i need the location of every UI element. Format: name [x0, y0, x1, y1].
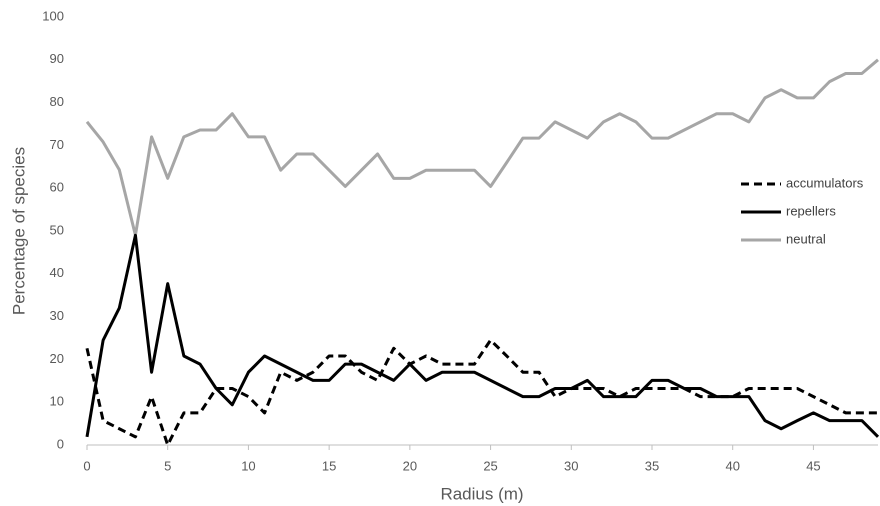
x-tick-label: 15: [322, 458, 336, 473]
x-tick-label: 45: [806, 458, 820, 473]
legend-label: accumulators: [786, 175, 864, 190]
x-tick-label: 20: [403, 458, 417, 473]
y-tick-label: 70: [50, 137, 64, 152]
x-tick-label: 5: [164, 458, 171, 473]
series-line: [85, 338, 878, 447]
y-tick-label: 100: [42, 8, 64, 23]
x-tick-label: 10: [241, 458, 255, 473]
y-tick-label: 60: [50, 180, 64, 195]
y-tick-label: 0: [57, 436, 64, 451]
y-tick-label: 10: [50, 394, 64, 409]
y-tick-label: 80: [50, 94, 64, 109]
y-tick-label: 20: [50, 351, 64, 366]
y-tick-label: 30: [50, 308, 64, 323]
y-tick-label: 90: [50, 51, 64, 66]
x-tick-label: 40: [725, 458, 739, 473]
legend-label: neutral: [786, 231, 826, 246]
x-axis-title: Radius (m): [440, 484, 523, 503]
y-tick-label: 50: [50, 222, 64, 237]
x-tick-label: 0: [83, 458, 90, 473]
y-axis-title: Percentage of species: [9, 147, 28, 315]
x-tick-label: 25: [483, 458, 497, 473]
x-tick-label: 30: [564, 458, 578, 473]
series-line: [85, 58, 879, 237]
legend-label: repellers: [786, 203, 836, 218]
series-line: [85, 233, 880, 438]
x-tick-label: 35: [645, 458, 659, 473]
y-tick-label: 40: [50, 265, 64, 280]
